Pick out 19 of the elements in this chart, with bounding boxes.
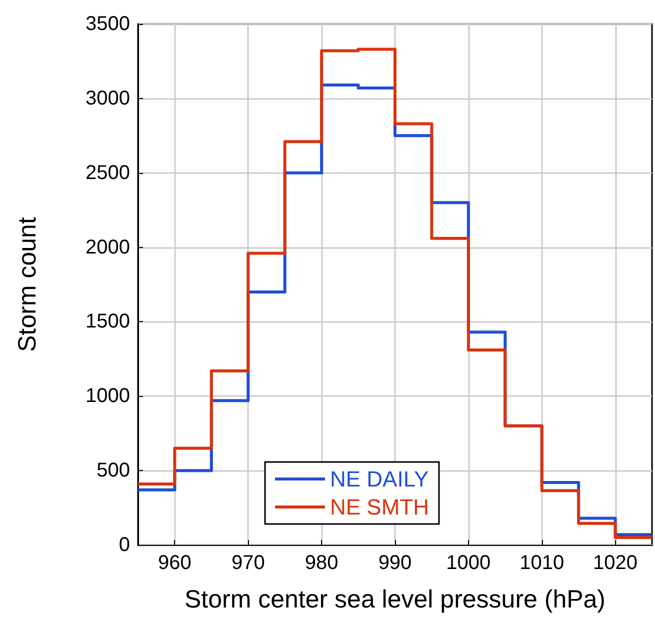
x-axis-title: Storm center sea level pressure (hPa)	[184, 586, 606, 614]
y-axis-title: Storm count	[14, 217, 42, 352]
y-tick-label: 500	[96, 460, 130, 482]
x-tick-label: 1000	[446, 552, 491, 574]
legend-label: NE SMTH	[330, 494, 429, 520]
x-tick-label: 1010	[520, 552, 564, 574]
x-tick-label: 1020	[593, 552, 638, 574]
y-tick-label: 1000	[86, 385, 130, 408]
legend-label: NE DAILY	[330, 466, 429, 492]
y-tick-label: 2000	[86, 236, 130, 258]
y-tick-label: 2500	[86, 162, 130, 184]
x-tick-label: 960	[158, 552, 192, 574]
y-tick-label: 1500	[86, 310, 130, 333]
x-tick-label: 970	[231, 552, 265, 574]
y-tick-label: 0	[118, 534, 130, 556]
x-tick-label: 990	[378, 552, 412, 574]
y-tick-label: 3000	[86, 87, 130, 110]
y-tick-label: 3500	[86, 13, 130, 35]
x-tick-label: 980	[304, 552, 338, 574]
